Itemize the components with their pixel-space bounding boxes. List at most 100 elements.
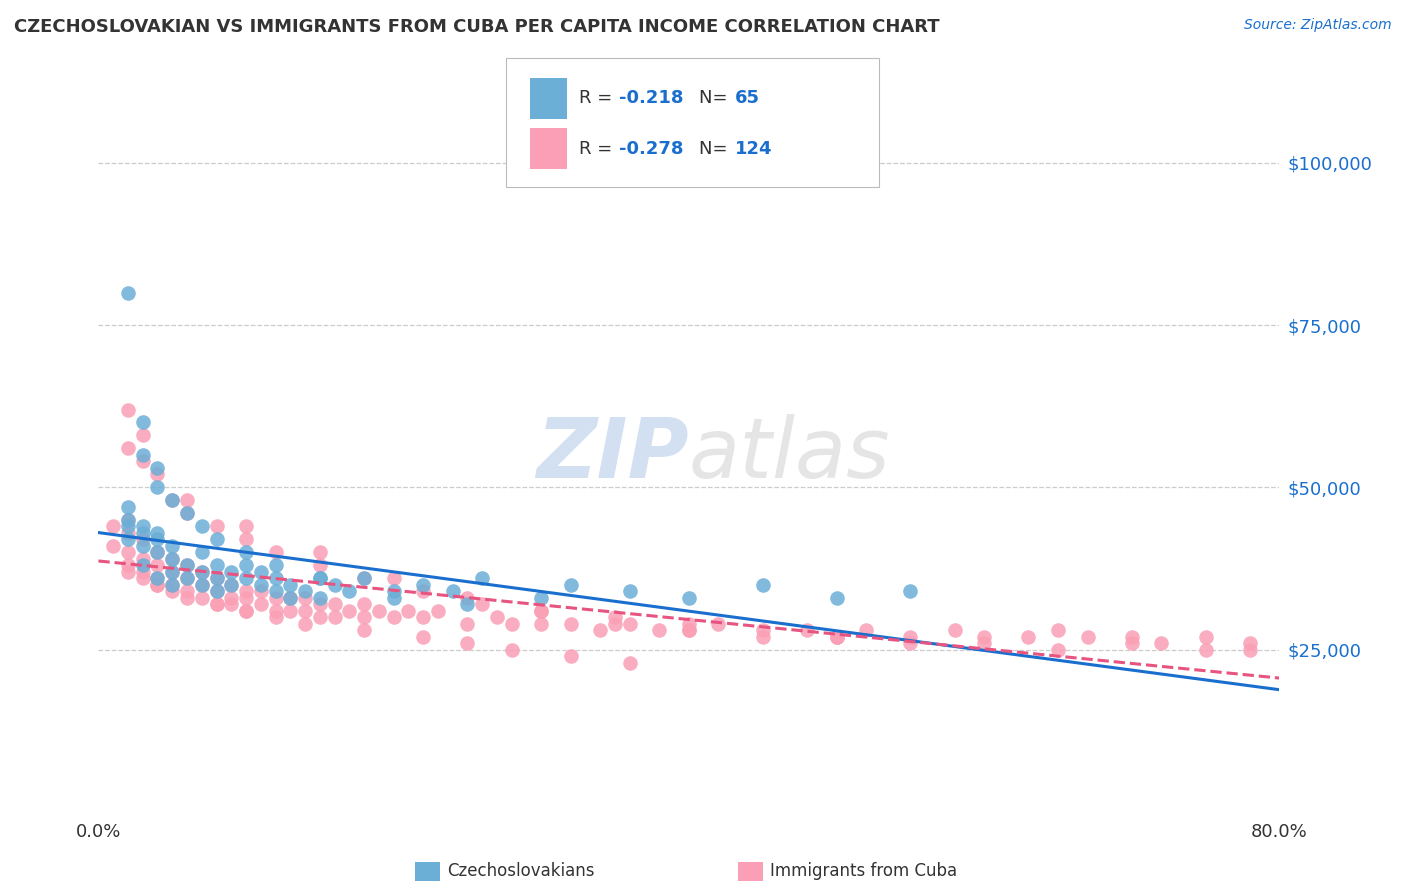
Point (605, 610, 627, 624)
Point (235, 545, 257, 559)
Point (146, 558, 169, 573)
Point (560, 577, 582, 591)
Point (530, 616, 553, 631)
Point (205, 558, 228, 573)
Point (132, 539, 155, 553)
Point (471, 571, 494, 585)
Point (353, 610, 375, 624)
Point (323, 577, 346, 591)
Point (796, 623, 818, 637)
Point (176, 571, 198, 585)
Point (205, 533, 228, 547)
Point (278, 591, 302, 605)
Point (117, 533, 139, 547)
Point (456, 597, 478, 611)
Point (191, 577, 214, 591)
Point (412, 577, 434, 591)
Point (162, 493, 183, 508)
Point (146, 577, 169, 591)
Point (825, 591, 848, 605)
Point (205, 597, 228, 611)
Point (191, 565, 214, 579)
Point (162, 493, 183, 508)
Point (191, 519, 214, 533)
Point (117, 565, 139, 579)
Point (441, 584, 464, 599)
Point (219, 597, 242, 611)
Point (294, 616, 316, 631)
Point (132, 454, 155, 468)
Point (1121, 636, 1143, 650)
Point (294, 584, 316, 599)
Point (678, 616, 700, 631)
Point (323, 597, 346, 611)
Point (219, 565, 242, 579)
Point (132, 571, 155, 585)
Point (456, 636, 478, 650)
Point (427, 604, 450, 618)
Point (530, 604, 553, 618)
Point (117, 545, 139, 559)
Point (191, 565, 214, 579)
Point (1046, 642, 1069, 657)
Point (309, 610, 332, 624)
Point (1239, 636, 1261, 650)
Point (456, 591, 478, 605)
Point (560, 648, 582, 663)
Text: CZECHOSLOVAKIAN VS IMMIGRANTS FROM CUBA PER CAPITA INCOME CORRELATION CHART: CZECHOSLOVAKIAN VS IMMIGRANTS FROM CUBA … (14, 18, 939, 36)
Point (751, 623, 773, 637)
Point (471, 597, 494, 611)
Point (751, 630, 773, 644)
Point (235, 604, 257, 618)
Point (353, 597, 375, 611)
Point (678, 623, 700, 637)
Point (235, 519, 257, 533)
Point (146, 533, 169, 547)
Point (219, 577, 242, 591)
Point (707, 616, 730, 631)
Point (1017, 630, 1039, 644)
Point (825, 630, 848, 644)
Point (250, 577, 273, 591)
Point (900, 584, 922, 599)
Point (382, 584, 405, 599)
Point (132, 551, 155, 566)
Point (309, 571, 332, 585)
Point (456, 616, 478, 631)
Point (1195, 642, 1218, 657)
Point (162, 577, 183, 591)
Point (1121, 630, 1143, 644)
Point (412, 584, 434, 599)
Point (619, 584, 641, 599)
Text: ZIP: ZIP (536, 415, 689, 495)
Point (235, 591, 257, 605)
Point (412, 630, 434, 644)
Point (103, 519, 125, 533)
Point (117, 285, 139, 300)
Point (382, 591, 405, 605)
Point (368, 604, 391, 618)
Point (176, 558, 198, 573)
Point (132, 448, 155, 462)
Point (264, 545, 287, 559)
Point (132, 558, 155, 573)
Point (146, 461, 169, 475)
Point (560, 616, 582, 631)
Point (235, 558, 257, 573)
Point (117, 513, 139, 527)
Point (1195, 630, 1218, 644)
Text: R =: R = (579, 89, 619, 107)
Point (412, 610, 434, 624)
Point (382, 571, 405, 585)
Point (353, 571, 375, 585)
Point (825, 630, 848, 644)
Point (235, 604, 257, 618)
Point (235, 584, 257, 599)
Text: R =: R = (579, 140, 619, 158)
Point (146, 571, 169, 585)
Text: N=: N= (699, 140, 733, 158)
Text: Immigrants from Cuba: Immigrants from Cuba (770, 863, 957, 880)
Point (103, 539, 125, 553)
Point (162, 565, 183, 579)
Text: 65: 65 (735, 89, 761, 107)
